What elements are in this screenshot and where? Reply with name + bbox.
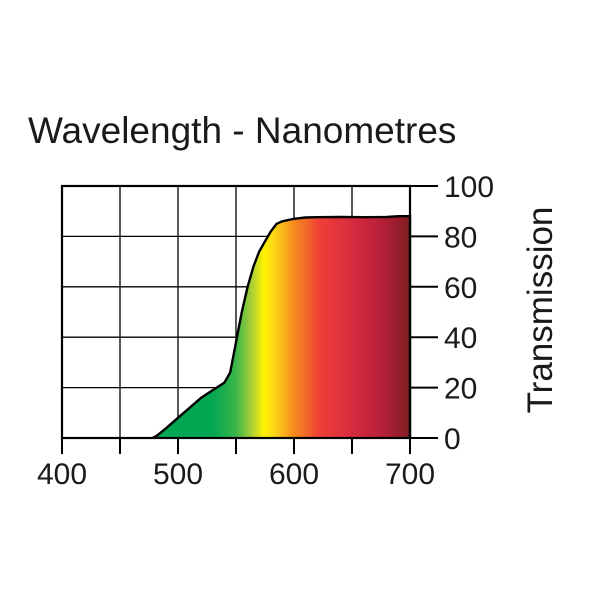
transmission-curve: [151, 215, 412, 440]
x-tick-label: 500: [153, 458, 203, 491]
transmission-area: [152, 216, 410, 438]
x-axis: 400 500 600 700: [37, 438, 435, 491]
chart-title: Wavelength - Nanometres: [28, 110, 456, 151]
y-tick-label: 100: [444, 171, 494, 204]
y-tick-label: 0: [444, 423, 461, 456]
x-tick-label: 700: [385, 458, 435, 491]
y-axis: 0 20 40 60 80 100: [410, 171, 494, 456]
x-tick-label: 600: [269, 458, 319, 491]
y-tick-label: 40: [444, 322, 477, 355]
y-tick-label: 20: [444, 373, 477, 406]
x-tick-label: 400: [37, 458, 87, 491]
y-tick-label: 60: [444, 272, 477, 305]
y-axis-label: Transmission: [521, 207, 560, 414]
y-tick-label: 80: [444, 221, 477, 254]
